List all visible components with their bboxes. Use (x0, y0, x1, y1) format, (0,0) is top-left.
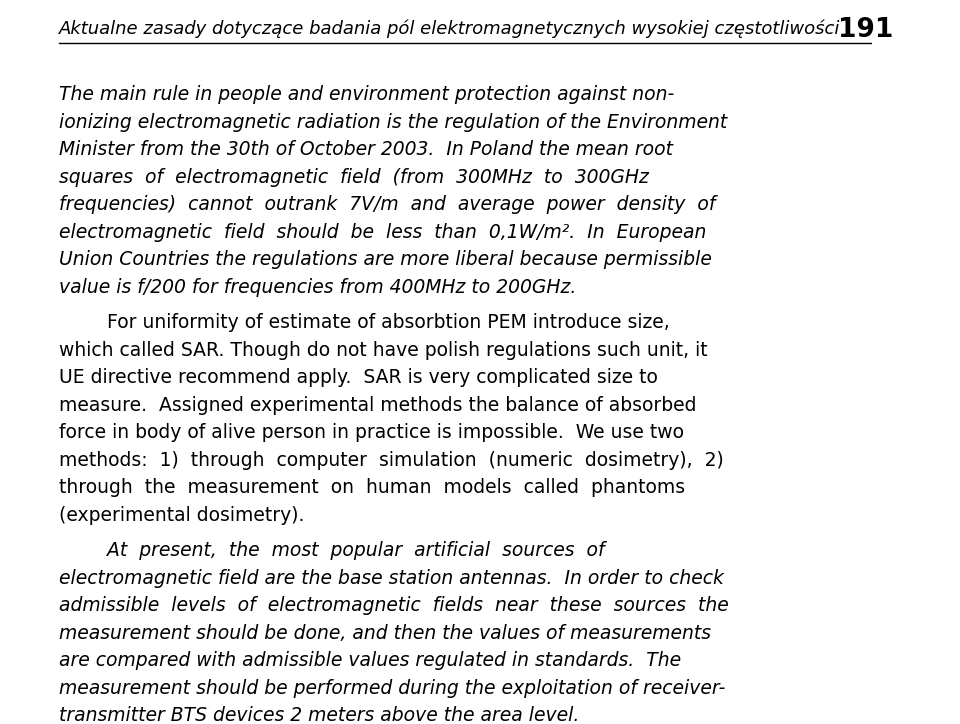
Text: are compared with admissible values regulated in standards.  The: are compared with admissible values regu… (60, 652, 682, 670)
Text: The main rule in people and environment protection against non-: The main rule in people and environment … (60, 85, 674, 104)
Text: Minister from the 30th of October 2003.  In Poland the mean root: Minister from the 30th of October 2003. … (60, 140, 673, 159)
Text: through  the  measurement  on  human  models  called  phantoms: through the measurement on human models … (60, 479, 685, 497)
Text: ionizing electromagnetic radiation is the regulation of the Environment: ionizing electromagnetic radiation is th… (60, 112, 728, 132)
Text: value is f/200 for frequencies from 400MHz to 200GHz.: value is f/200 for frequencies from 400M… (60, 278, 576, 297)
Text: transmitter BTS devices 2 meters above the area level.: transmitter BTS devices 2 meters above t… (60, 707, 580, 724)
Text: At  present,  the  most  popular  artificial  sources  of: At present, the most popular artificial … (60, 541, 605, 560)
Text: UE directive recommend apply.  SAR is very complicated size to: UE directive recommend apply. SAR is ver… (60, 369, 658, 387)
Text: For uniformity of estimate of absorbtion PEM introduce size,: For uniformity of estimate of absorbtion… (60, 313, 670, 332)
Text: admissible  levels  of  electromagnetic  fields  near  these  sources  the: admissible levels of electromagnetic fie… (60, 597, 729, 615)
Text: methods:  1)  through  computer  simulation  (numeric  dosimetry),  2): methods: 1) through computer simulation … (60, 451, 724, 470)
Text: which called SAR. Though do not have polish regulations such unit, it: which called SAR. Though do not have pol… (60, 340, 708, 360)
Text: squares  of  electromagnetic  field  (from  300MHz  to  300GHz: squares of electromagnetic field (from 3… (60, 168, 649, 187)
Text: measurement should be performed during the exploitation of receiver-: measurement should be performed during t… (60, 679, 726, 698)
Text: frequencies)  cannot  outrank  7V/m  and  average  power  density  of: frequencies) cannot outrank 7V/m and ave… (60, 195, 715, 214)
Text: electromagnetic field are the base station antennas.  In order to check: electromagnetic field are the base stati… (60, 568, 724, 588)
Text: Aktualne zasady dotyczące badania pól elektromagnetycznych wysokiej częstotliwoś: Aktualne zasady dotyczące badania pól el… (60, 20, 840, 38)
Text: force in body of alive person in practice is impossible.  We use two: force in body of alive person in practic… (60, 424, 684, 442)
Text: measure.  Assigned experimental methods the balance of absorbed: measure. Assigned experimental methods t… (60, 396, 697, 415)
Text: 191: 191 (838, 17, 893, 43)
Text: electromagnetic  field  should  be  less  than  0,1W/m².  In  European: electromagnetic field should be less tha… (60, 223, 707, 242)
Text: measurement should be done, and then the values of measurements: measurement should be done, and then the… (60, 624, 711, 643)
Text: (experimental dosimetry).: (experimental dosimetry). (60, 506, 304, 525)
Text: Union Countries the regulations are more liberal because permissible: Union Countries the regulations are more… (60, 251, 712, 269)
